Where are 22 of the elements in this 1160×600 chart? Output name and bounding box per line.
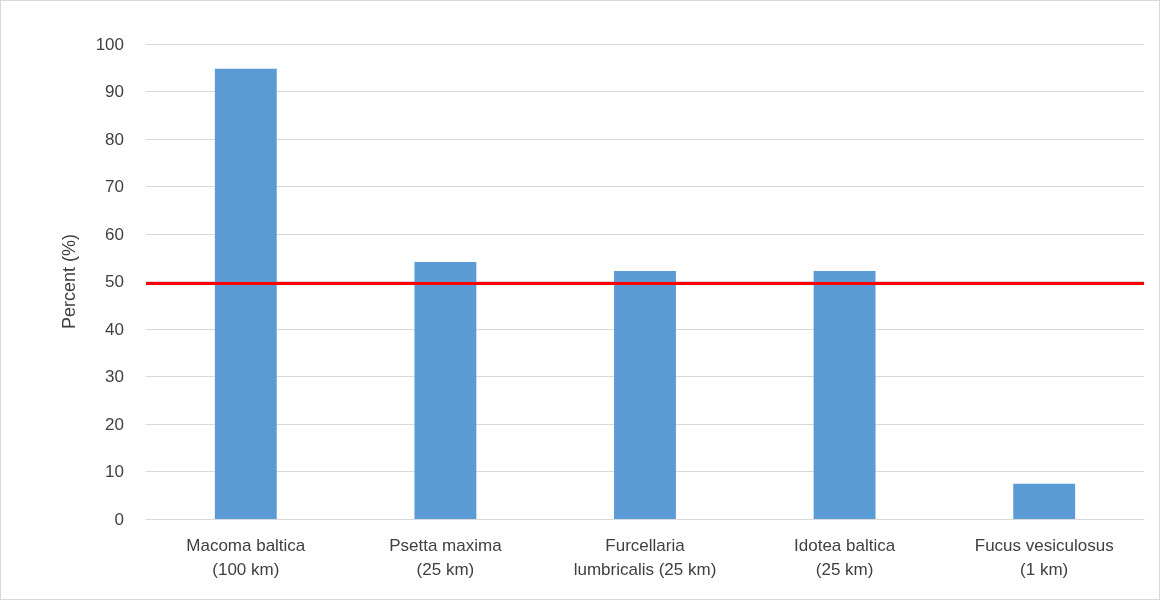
y-tick-label: 30	[105, 367, 124, 386]
y-tick-label: 20	[105, 414, 124, 434]
y-tick-label: 60	[105, 224, 124, 244]
x-tick-label: Furcellaria lumbricalis (25 km)	[573, 535, 717, 579]
y-axis-title: Percent (%)	[59, 233, 79, 330]
x-tick-label: Macoma baltica (100 km)	[186, 535, 306, 579]
bar	[414, 262, 477, 519]
bar	[614, 271, 676, 519]
y-tick-label: 70	[105, 177, 124, 196]
bar	[1013, 483, 1076, 519]
y-tick-label: 100	[95, 34, 124, 54]
x-tick-label: Fucus vesiculosus (1 km)	[974, 535, 1114, 579]
y-tick-label: 0	[114, 509, 124, 529]
y-tick-label: 50	[105, 272, 124, 291]
y-tick-label: 10	[105, 462, 124, 481]
bar	[214, 68, 277, 519]
bar	[813, 271, 876, 519]
y-tick-label: 90	[105, 82, 124, 101]
x-tick-label: Idotea baltica (25 km)	[794, 535, 896, 579]
y-tick-label: 40	[105, 319, 124, 339]
x-tick-label: Psetta maxima (25 km)	[389, 535, 503, 579]
y-tick-label: 80	[105, 129, 124, 149]
